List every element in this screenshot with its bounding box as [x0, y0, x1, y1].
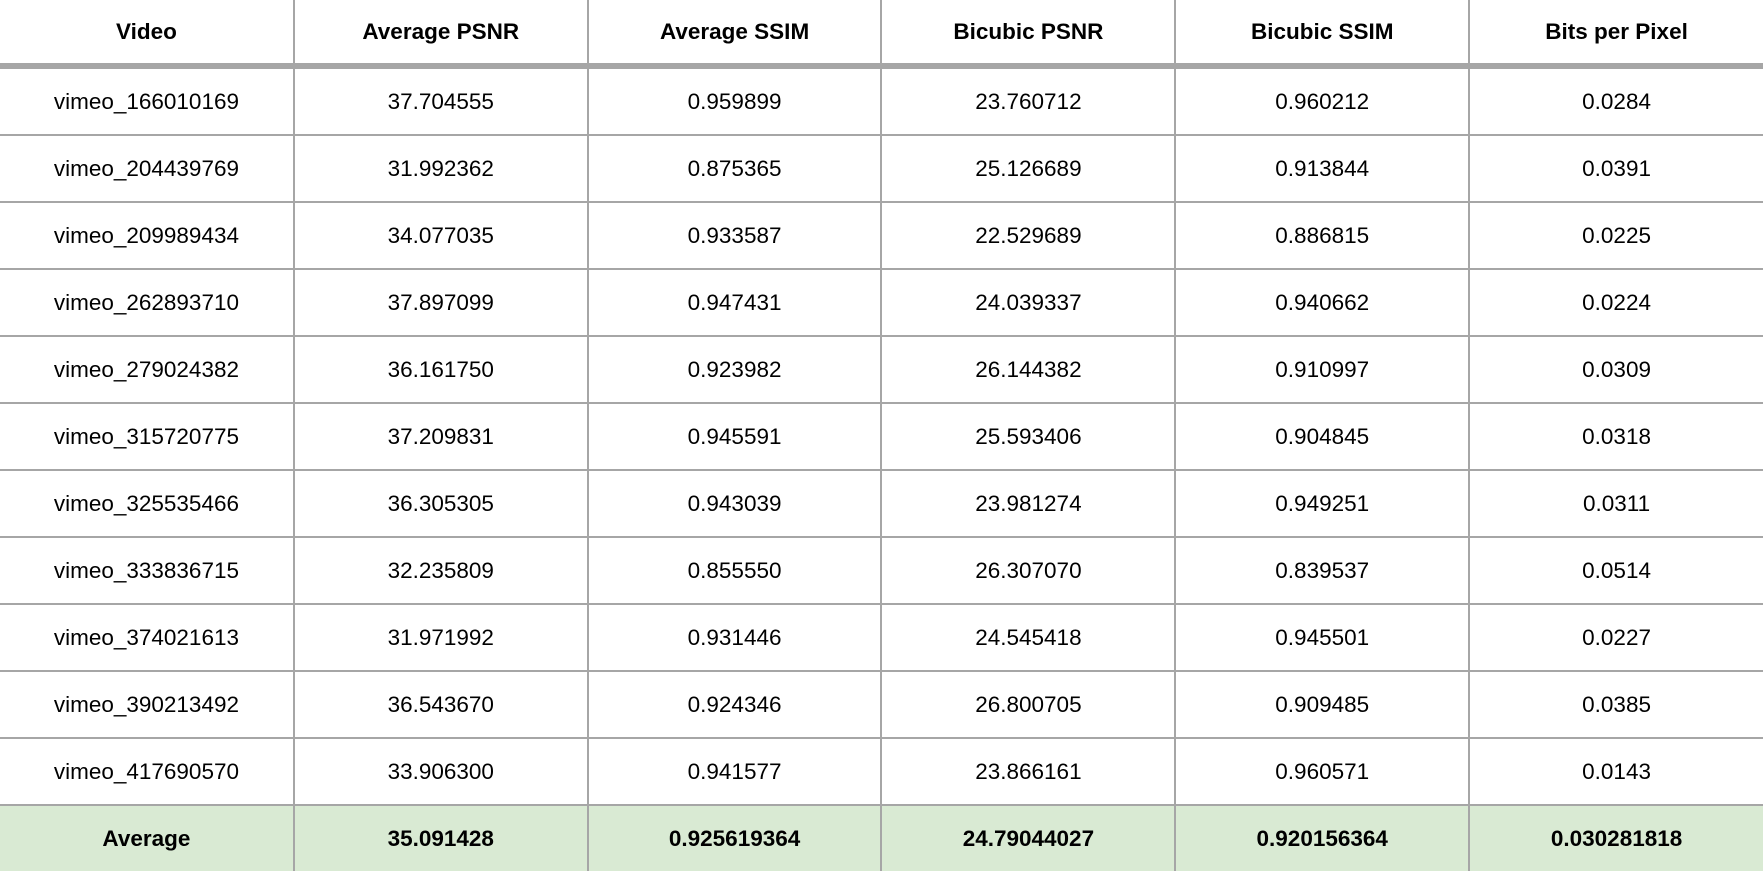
cell-average-psnr: 37.209831 [292, 403, 589, 471]
cell-bits-per-pixel: 0.0309 [1468, 336, 1763, 404]
cell-bits-per-pixel: 0.0227 [1468, 604, 1763, 672]
table-row: vimeo_209989434 34.077035 0.933587 22.52… [0, 202, 1763, 270]
cell-average-ssim: 0.959899 [586, 66, 883, 136]
cell-average-psnr: 32.235809 [292, 537, 589, 605]
cell-video: vimeo_333836715 [0, 537, 295, 605]
cell-bicubic-ssim: 0.839537 [1174, 537, 1471, 605]
table-row: vimeo_279024382 36.161750 0.923982 26.14… [0, 336, 1763, 404]
header-cell-bits-per-pixel: Bits per Pixel [1468, 0, 1763, 69]
cell-average-psnr: 31.992362 [292, 135, 589, 203]
cell-video: vimeo_325535466 [0, 470, 295, 538]
cell-bicubic-ssim: 0.949251 [1174, 470, 1471, 538]
table-footer: Average 35.091428 0.925619364 24.7904402… [0, 804, 1763, 871]
footer-cell-bits-per-pixel: 0.030281818 [1468, 804, 1763, 871]
cell-bits-per-pixel: 0.0514 [1468, 537, 1763, 605]
cell-bicubic-psnr: 23.981274 [880, 470, 1177, 538]
cell-average-psnr: 34.077035 [292, 202, 589, 270]
cell-bits-per-pixel: 0.0385 [1468, 671, 1763, 739]
cell-average-psnr: 37.897099 [292, 269, 589, 337]
cell-average-ssim: 0.943039 [586, 470, 883, 538]
cell-bicubic-ssim: 0.960212 [1174, 66, 1471, 136]
cell-average-ssim: 0.931446 [586, 604, 883, 672]
cell-average-psnr: 33.906300 [292, 738, 589, 806]
table-row: vimeo_166010169 37.704555 0.959899 23.76… [0, 66, 1763, 136]
cell-average-psnr: 36.305305 [292, 470, 589, 538]
cell-average-ssim: 0.923982 [586, 336, 883, 404]
cell-bicubic-psnr: 24.545418 [880, 604, 1177, 672]
footer-cell-bicubic-psnr: 24.79044027 [880, 804, 1177, 871]
cell-bicubic-ssim: 0.909485 [1174, 671, 1471, 739]
cell-average-psnr: 36.543670 [292, 671, 589, 739]
table-row: vimeo_315720775 37.209831 0.945591 25.59… [0, 403, 1763, 471]
cell-average-ssim: 0.933587 [586, 202, 883, 270]
cell-bicubic-psnr: 23.760712 [880, 66, 1177, 136]
cell-bicubic-psnr: 26.307070 [880, 537, 1177, 605]
cell-average-ssim: 0.941577 [586, 738, 883, 806]
cell-bits-per-pixel: 0.0311 [1468, 470, 1763, 538]
cell-average-ssim: 0.945591 [586, 403, 883, 471]
header-cell-average-ssim: Average SSIM [586, 0, 883, 69]
cell-video: vimeo_279024382 [0, 336, 295, 404]
cell-bicubic-psnr: 25.126689 [880, 135, 1177, 203]
cell-bicubic-ssim: 0.886815 [1174, 202, 1471, 270]
cell-bicubic-ssim: 0.945501 [1174, 604, 1471, 672]
footer-cell-bicubic-ssim: 0.920156364 [1174, 804, 1471, 871]
cell-bicubic-psnr: 25.593406 [880, 403, 1177, 471]
cell-bits-per-pixel: 0.0225 [1468, 202, 1763, 270]
cell-video: vimeo_166010169 [0, 66, 295, 136]
cell-bicubic-psnr: 26.800705 [880, 671, 1177, 739]
table-row: vimeo_333836715 32.235809 0.855550 26.30… [0, 537, 1763, 605]
cell-bits-per-pixel: 0.0284 [1468, 66, 1763, 136]
cell-video: vimeo_417690570 [0, 738, 295, 806]
table-body: vimeo_166010169 37.704555 0.959899 23.76… [0, 66, 1763, 806]
table-row: vimeo_390213492 36.543670 0.924346 26.80… [0, 671, 1763, 739]
header-cell-bicubic-ssim: Bicubic SSIM [1174, 0, 1471, 69]
table-row: vimeo_374021613 31.971992 0.931446 24.54… [0, 604, 1763, 672]
table-row: vimeo_262893710 37.897099 0.947431 24.03… [0, 269, 1763, 337]
cell-video: vimeo_315720775 [0, 403, 295, 471]
cell-average-psnr: 31.971992 [292, 604, 589, 672]
cell-bicubic-ssim: 0.960571 [1174, 738, 1471, 806]
cell-video: vimeo_374021613 [0, 604, 295, 672]
cell-video: vimeo_209989434 [0, 202, 295, 270]
cell-bits-per-pixel: 0.0318 [1468, 403, 1763, 471]
cell-bicubic-ssim: 0.940662 [1174, 269, 1471, 337]
cell-bits-per-pixel: 0.0143 [1468, 738, 1763, 806]
cell-average-ssim: 0.875365 [586, 135, 883, 203]
table-row: vimeo_417690570 33.906300 0.941577 23.86… [0, 738, 1763, 806]
cell-video: vimeo_262893710 [0, 269, 295, 337]
cell-average-psnr: 37.704555 [292, 66, 589, 136]
cell-average-ssim: 0.855550 [586, 537, 883, 605]
table-row: vimeo_204439769 31.992362 0.875365 25.12… [0, 135, 1763, 203]
cell-bicubic-psnr: 24.039337 [880, 269, 1177, 337]
cell-bicubic-ssim: 0.904845 [1174, 403, 1471, 471]
cell-bicubic-ssim: 0.913844 [1174, 135, 1471, 203]
cell-average-ssim: 0.924346 [586, 671, 883, 739]
cell-average-psnr: 36.161750 [292, 336, 589, 404]
footer-cell-label: Average [0, 804, 295, 871]
footer-cell-average-psnr: 35.091428 [292, 804, 589, 871]
footer-cell-average-ssim: 0.925619364 [586, 804, 883, 871]
average-row: Average 35.091428 0.925619364 24.7904402… [0, 804, 1763, 871]
cell-bicubic-psnr: 22.529689 [880, 202, 1177, 270]
header-row: Video Average PSNR Average SSIM Bicubic … [0, 0, 1763, 69]
cell-average-ssim: 0.947431 [586, 269, 883, 337]
table-header: Video Average PSNR Average SSIM Bicubic … [0, 0, 1763, 69]
cell-bits-per-pixel: 0.0391 [1468, 135, 1763, 203]
cell-bicubic-ssim: 0.910997 [1174, 336, 1471, 404]
cell-video: vimeo_390213492 [0, 671, 295, 739]
table-row: vimeo_325535466 36.305305 0.943039 23.98… [0, 470, 1763, 538]
header-cell-video: Video [0, 0, 295, 69]
cell-bicubic-psnr: 26.144382 [880, 336, 1177, 404]
cell-video: vimeo_204439769 [0, 135, 295, 203]
header-cell-average-psnr: Average PSNR [292, 0, 589, 69]
cell-bicubic-psnr: 23.866161 [880, 738, 1177, 806]
cell-bits-per-pixel: 0.0224 [1468, 269, 1763, 337]
header-cell-bicubic-psnr: Bicubic PSNR [880, 0, 1177, 69]
